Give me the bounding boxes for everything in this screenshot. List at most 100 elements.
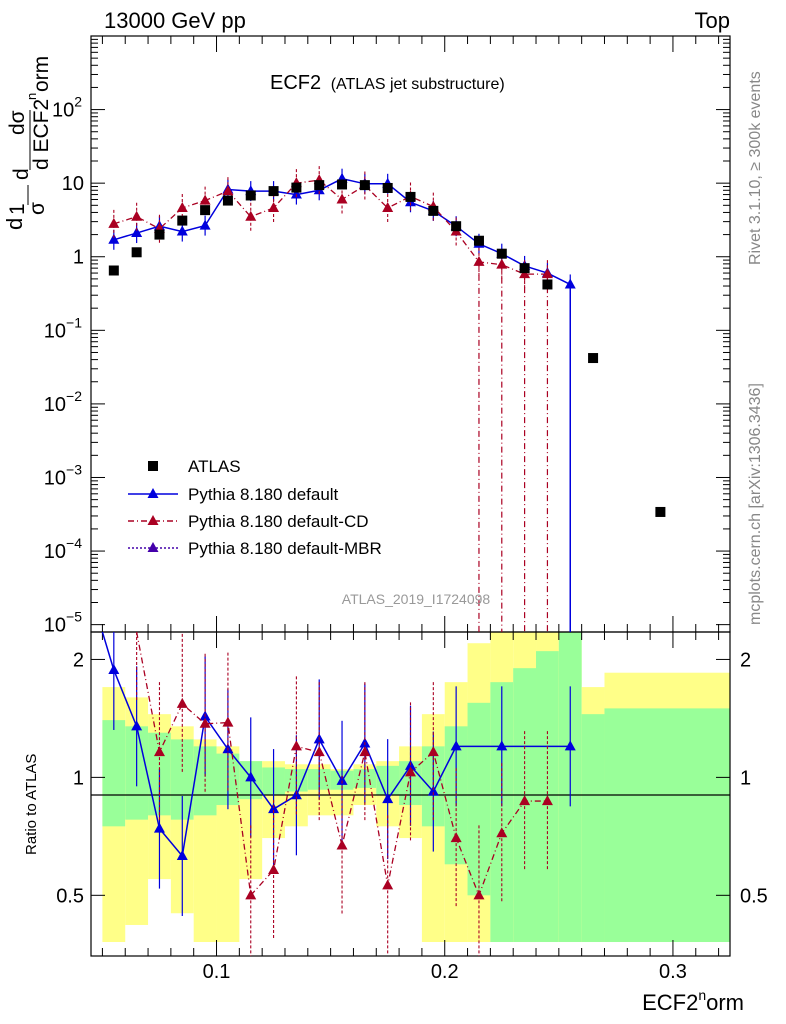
inner-band-bin xyxy=(102,720,126,827)
default-marker xyxy=(564,278,576,289)
cd-ratio-marker xyxy=(405,766,416,777)
ratio-y-tick-label-right: 0.5 xyxy=(740,885,768,907)
cd-marker xyxy=(541,268,553,279)
cd-marker xyxy=(473,255,485,266)
legend: ATLAS Pythia 8.180 default Pythia 8.180 de… xyxy=(128,457,382,558)
svg-text:dσ: dσ xyxy=(6,110,29,135)
y-tick-label: 1 xyxy=(73,247,84,269)
default-ratio-marker xyxy=(153,822,165,833)
cd-ratio-marker xyxy=(313,746,325,757)
legend-marker xyxy=(147,488,159,498)
y-tick-label: 10−4 xyxy=(44,535,82,563)
default-marker xyxy=(176,225,188,236)
atlas-marker xyxy=(542,279,553,290)
inner-band-bin xyxy=(513,668,537,943)
cd-ratio-marker xyxy=(222,716,234,727)
mcplots-label: mcplots.cern.ch [arXiv:1306.3436] xyxy=(747,383,764,625)
cd-ratio-marker xyxy=(153,746,165,757)
atlas-marker xyxy=(588,353,599,364)
legend-marker xyxy=(147,515,159,525)
cd-marker xyxy=(222,185,234,196)
cd-ratio-marker xyxy=(450,832,462,843)
cd-ratio-marker xyxy=(496,827,508,838)
y-tick-label: 10−2 xyxy=(44,388,82,416)
default-ratio-marker xyxy=(382,793,394,804)
main-y-axis-label: d xyxy=(2,218,27,230)
cd-ratio-marker xyxy=(473,889,485,900)
energy-label: 13000 GeV pp xyxy=(104,8,246,33)
ratio-y-tick-label: 1 xyxy=(73,767,84,789)
process-label: Top xyxy=(695,8,730,33)
svg-text:n: n xyxy=(24,93,39,100)
analysis-watermark: ATLAS_2019_I1724098 xyxy=(342,591,491,607)
data-series xyxy=(101,166,666,956)
cd-ratio-marker xyxy=(290,740,302,751)
inner-band-bin xyxy=(490,682,514,943)
svg-text:d: d xyxy=(2,218,27,230)
main-panel-frame xyxy=(90,35,731,633)
default-marker xyxy=(108,233,120,244)
atlas-marker xyxy=(382,182,393,193)
atlas-marker xyxy=(428,205,439,216)
cd-ratio-marker xyxy=(268,864,280,875)
atlas-marker xyxy=(405,191,416,202)
atlas-marker xyxy=(177,215,188,226)
default-ratio-marker xyxy=(176,849,188,860)
ratio-panel-frame xyxy=(90,631,731,957)
default-marker xyxy=(199,219,211,230)
cd-ratio-marker xyxy=(199,717,211,728)
x-tick-label: 0.3 xyxy=(659,961,687,983)
inner-band-bin xyxy=(581,714,605,943)
atlas-marker xyxy=(268,186,279,197)
default-ratio-marker xyxy=(245,771,257,782)
cd-marker xyxy=(108,217,120,228)
default-marker xyxy=(290,188,302,199)
cd-marker xyxy=(382,201,394,212)
cd-marker xyxy=(176,201,188,212)
legend-label: Pythia 8.180 default xyxy=(188,485,339,504)
atlas-marker xyxy=(222,195,233,206)
default-ratio-marker xyxy=(564,740,576,751)
legend-atlas-marker xyxy=(148,461,158,471)
atlas-marker xyxy=(131,247,142,258)
x-tick-label: 0.2 xyxy=(431,961,459,983)
default-ratio-marker xyxy=(427,785,439,796)
legend-label: Pythia 8.180 default-CD xyxy=(188,512,369,531)
atlas-marker xyxy=(314,180,325,191)
cd-ratio-marker xyxy=(541,795,553,806)
x-axis-label: ECF2norm xyxy=(642,987,744,1015)
cd-marker xyxy=(519,268,531,279)
svg-text:σ: σ xyxy=(26,202,49,215)
default-ratio-marker xyxy=(131,720,143,731)
cd-marker xyxy=(131,210,143,221)
atlas-marker xyxy=(496,248,507,259)
inner-band-bin xyxy=(467,702,491,896)
default-ratio-marker xyxy=(336,774,348,785)
y-label-formula: 1 σ d dσ d ECF2 n orm xyxy=(6,56,53,215)
cd-marker xyxy=(245,210,257,221)
svg-text:orm: orm xyxy=(30,56,53,92)
atlas-marker xyxy=(655,506,666,517)
atlas-marker xyxy=(451,221,462,232)
cd-marker xyxy=(496,258,508,269)
cd-marker xyxy=(199,194,211,205)
atlas-marker xyxy=(200,205,211,216)
y-tick-label: 102 xyxy=(52,94,82,122)
atlas-marker xyxy=(359,180,370,191)
ratio-y-tick-label-right: 1 xyxy=(740,767,751,789)
y-tick-label: 10 xyxy=(62,173,84,195)
cd-ratio-marker xyxy=(245,889,257,900)
y-tick-label: 10−1 xyxy=(44,314,82,342)
chart-title: ECF2 (ATLAS jet substructure) xyxy=(270,72,505,94)
atlas-marker xyxy=(519,263,530,274)
ratio-y-tick-label-right: 2 xyxy=(740,649,751,671)
legend-marker xyxy=(147,542,159,552)
uncertainty-bands xyxy=(102,632,730,943)
inner-band-bin xyxy=(604,708,730,943)
cd-ratio-marker xyxy=(427,746,439,757)
ratio-y-tick-label: 0.5 xyxy=(56,885,84,907)
cd-ratio-marker xyxy=(519,795,531,806)
legend-label: ATLAS xyxy=(188,457,241,476)
atlas-marker xyxy=(337,179,348,190)
